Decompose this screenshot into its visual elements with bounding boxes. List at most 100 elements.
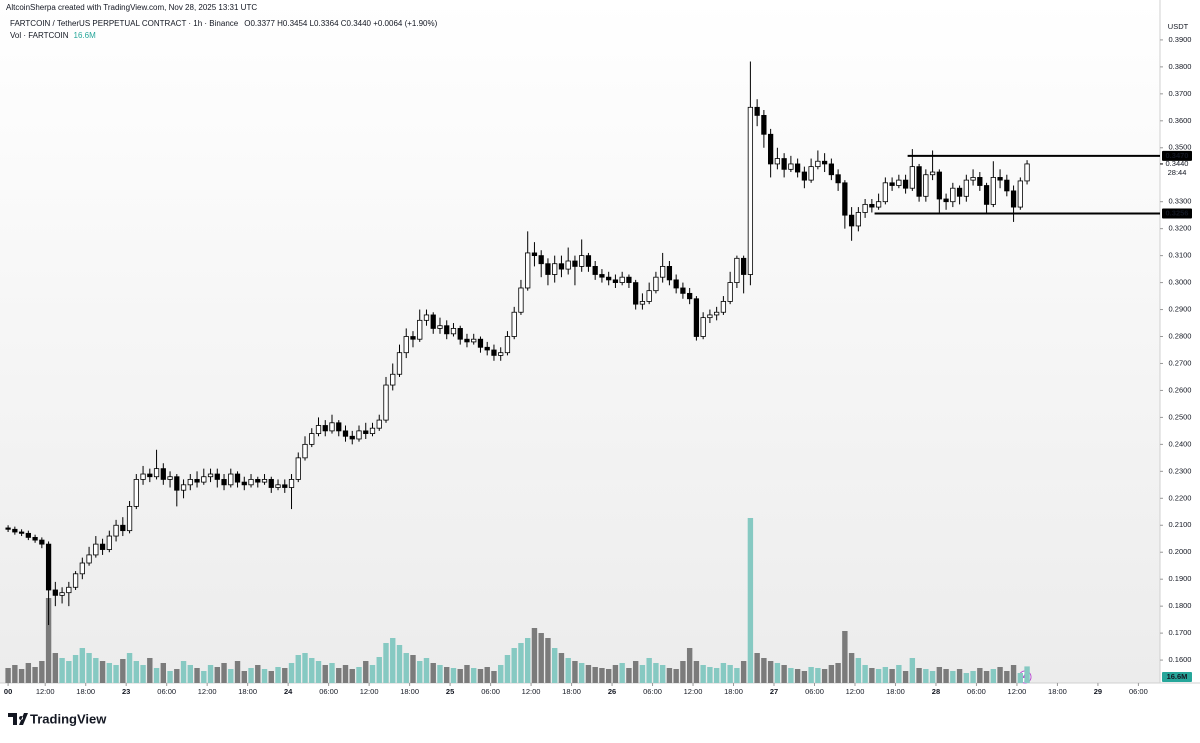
y-tick-label: 0.2200 [1169, 493, 1192, 502]
volume-bar [187, 665, 193, 683]
y-tick-label: 0.2700 [1169, 358, 1192, 367]
candle-body [707, 314, 713, 319]
candle-body [747, 106, 754, 275]
candle-body [808, 166, 814, 181]
volume-bar [970, 671, 976, 683]
volume-bar [983, 671, 990, 683]
volume-bar [855, 658, 862, 683]
last-price-label: 0.3440 [1166, 159, 1189, 168]
volume-bar [322, 665, 328, 683]
volume-bar [471, 668, 477, 683]
y-tick-label: 0.3500 [1169, 143, 1192, 152]
volume-bar [396, 645, 403, 683]
volume-bar [261, 669, 268, 683]
candle-body [963, 179, 969, 197]
x-tick-label: 12:00 [36, 687, 55, 696]
candle-body [956, 187, 963, 197]
volume-bar [180, 661, 187, 683]
x-tick-label: 18:00 [1048, 687, 1067, 696]
volume-bar [990, 669, 997, 683]
volume-bar [32, 667, 38, 683]
volume-bar [572, 661, 578, 683]
candle-body [902, 179, 909, 189]
volume-bar [86, 653, 92, 683]
volume-bar [828, 665, 835, 683]
volume-bar [869, 668, 875, 683]
volume-bar [349, 669, 355, 683]
candle-body [619, 276, 625, 283]
candle-body [633, 282, 639, 305]
candle-body [923, 174, 929, 197]
candle-body [592, 266, 598, 275]
volume-bar [585, 665, 592, 683]
volume-bar [740, 661, 747, 683]
candle-body [983, 185, 990, 205]
candle-body [390, 373, 396, 386]
currency: USDT [1168, 22, 1189, 31]
x-tick-label: 18:00 [886, 687, 905, 696]
candle-body [781, 158, 787, 170]
y-tick-label: 0.1700 [1169, 628, 1192, 637]
candle-body [828, 163, 834, 176]
candle-body [815, 160, 821, 168]
volume-legend-value: 16.6M [74, 31, 97, 40]
volume-bar [194, 668, 200, 683]
volume-bar [673, 669, 679, 683]
volume-bar [45, 598, 52, 683]
candle-body [761, 115, 767, 135]
volume-bar [167, 671, 173, 683]
candle-body [606, 276, 612, 281]
volume-bar [599, 668, 605, 683]
candle-body [869, 203, 875, 208]
volume-bar [342, 665, 349, 683]
candle-body [369, 427, 376, 434]
x-tick-label: 12:00 [1008, 687, 1027, 696]
candle-body [835, 174, 841, 184]
candle-body [477, 338, 484, 348]
credit: AltcoinSherpa created with TradingView.c… [6, 3, 257, 12]
candle-body [794, 163, 801, 173]
candle-body [734, 257, 740, 283]
symbol: FARTCOIN / TetherUS PERPETUAL CONTRACT ·… [10, 19, 438, 28]
volume-bar [747, 518, 754, 683]
volume-bar [423, 658, 430, 683]
candle-body [842, 182, 848, 216]
volume-bar [592, 667, 598, 683]
y-tick-label: 0.1900 [1169, 574, 1192, 583]
countdown: 28:44 [1168, 168, 1187, 177]
candle-body [714, 311, 720, 316]
volume-bar [545, 638, 551, 683]
volume-bar [484, 667, 490, 683]
candle-body [754, 106, 760, 116]
y-tick-label: 0.2400 [1169, 439, 1192, 448]
volume-bar [363, 661, 369, 683]
candle-body [403, 336, 409, 354]
volume-bar [889, 669, 895, 683]
volume-bar [288, 663, 295, 683]
candle-body [45, 543, 52, 591]
candle-body [187, 479, 193, 486]
volume-bar [268, 671, 274, 683]
level-label-box [1162, 150, 1192, 161]
x-tick-label: 25 [446, 687, 454, 696]
volume-bar [93, 658, 99, 683]
volume-bar [120, 659, 126, 683]
volume-bar [302, 653, 308, 683]
candle-body [383, 384, 389, 421]
candle-body [882, 182, 888, 203]
volume-bar [12, 665, 18, 683]
x-tick-label: 12:00 [684, 687, 703, 696]
volume-bar [66, 661, 72, 683]
volume-bar [39, 661, 45, 683]
volume-bar [336, 668, 342, 683]
volume-axis-label: 16.6M [1167, 672, 1188, 681]
x-tick-label: 06:00 [157, 687, 176, 696]
volume-bar [923, 669, 929, 683]
volume-bar [255, 665, 261, 683]
candle-body [1017, 180, 1023, 208]
candle-body [315, 425, 322, 434]
volume-bar [781, 665, 787, 683]
volume-bar [936, 667, 943, 683]
x-tick-label: 06:00 [1129, 687, 1148, 696]
